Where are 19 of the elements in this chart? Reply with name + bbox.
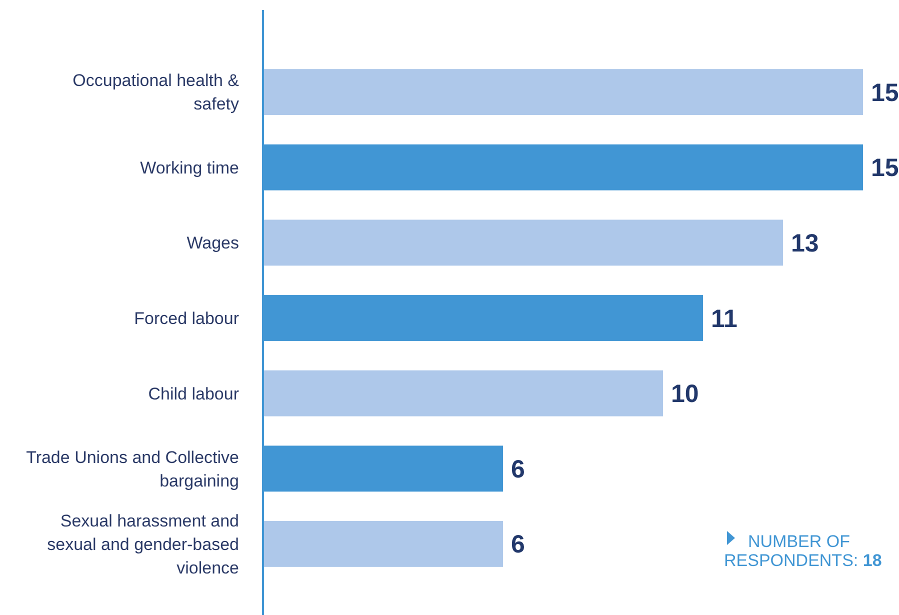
bar bbox=[263, 370, 663, 416]
bar bbox=[263, 520, 503, 567]
data-label: 6 bbox=[511, 455, 525, 484]
y-tick-label: Forced labour bbox=[134, 308, 240, 328]
y-tick-label: Trade Unions and Collective bargaining bbox=[26, 448, 239, 490]
y-tick-label: Child labour bbox=[148, 384, 240, 404]
y-tick-label: Sexual harassment and sexual and gender-based violence bbox=[47, 511, 239, 578]
data-label: 10 bbox=[671, 380, 699, 408]
data-label: 13 bbox=[791, 229, 819, 258]
y-tick-label: Wages bbox=[186, 234, 239, 253]
data-label: 15 bbox=[871, 154, 899, 182]
y-tick-label: Working time bbox=[140, 158, 239, 178]
data-label: 15 bbox=[871, 78, 899, 107]
annotation: NUMBER OF RESPONDENTS: 18 bbox=[724, 532, 882, 570]
data-label: 11 bbox=[711, 304, 738, 333]
y-tick-label: Occupational health & safety bbox=[72, 71, 240, 114]
bar bbox=[263, 69, 863, 116]
data-label: 6 bbox=[511, 530, 525, 559]
bar bbox=[263, 220, 783, 266]
